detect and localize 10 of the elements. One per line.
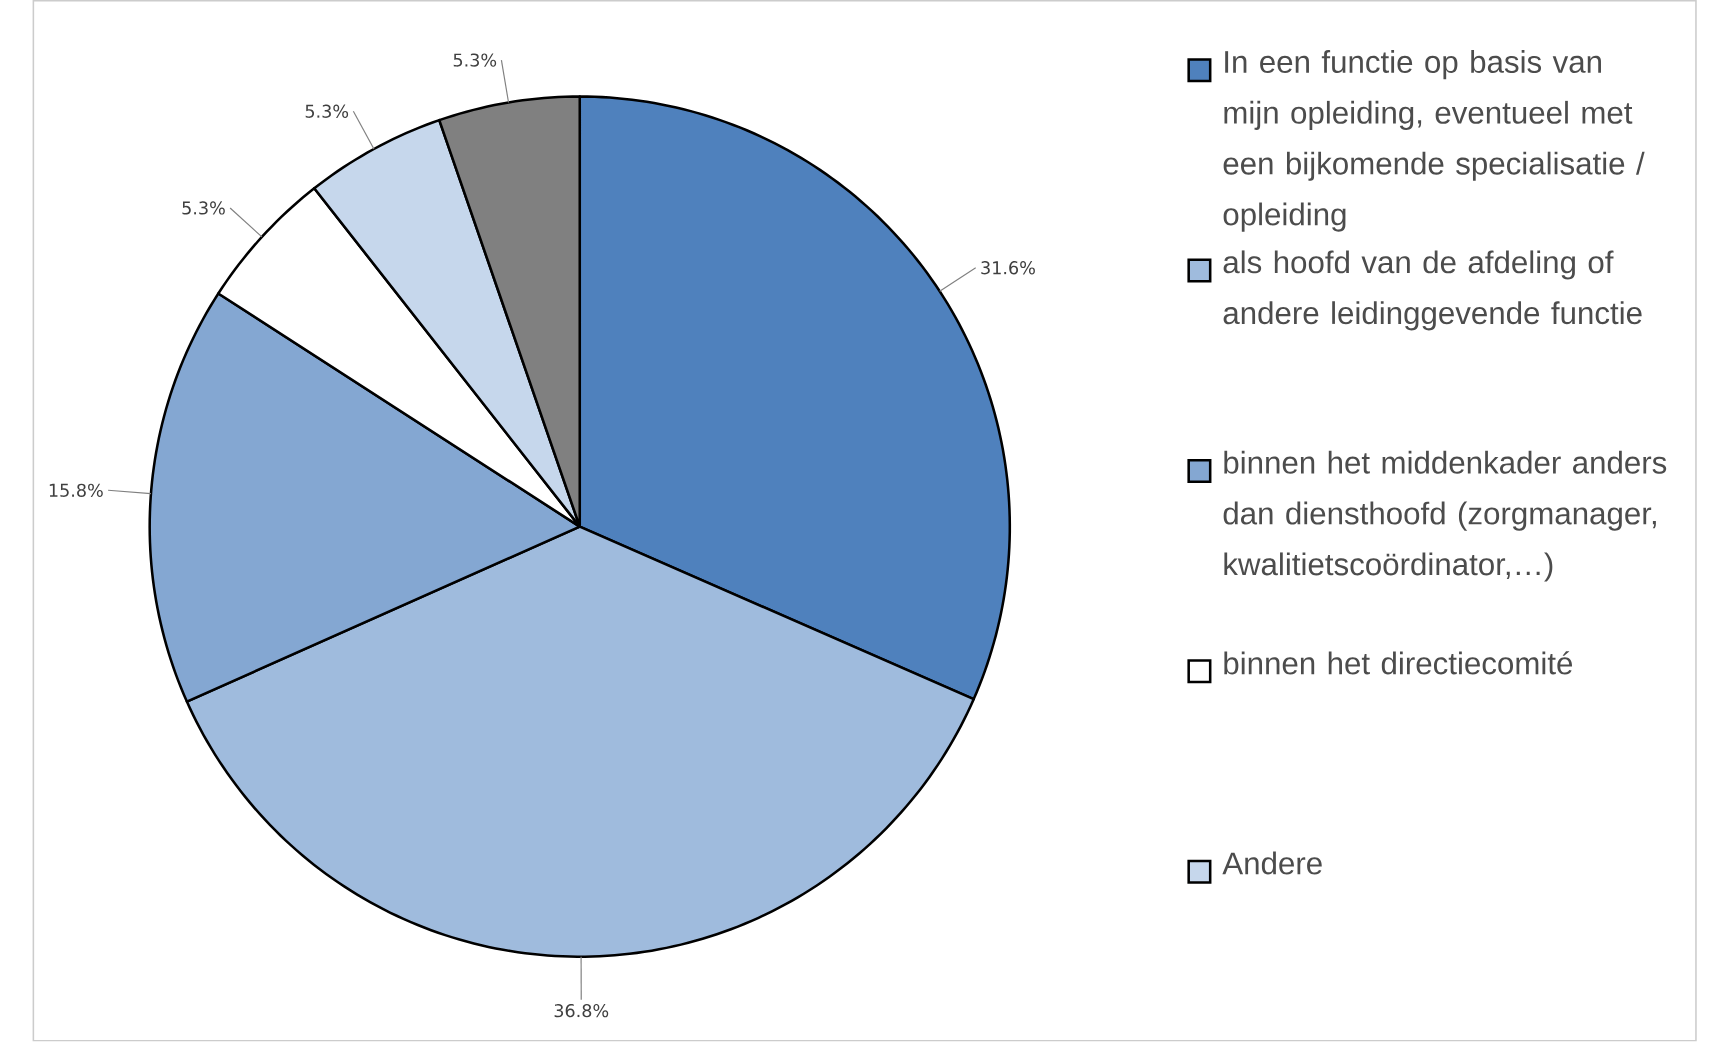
- data-label: 5.3%: [453, 53, 497, 67]
- legend-label: als hoofd van de afdeling of andere leidinggevende functie: [1223, 250, 1642, 331]
- data-label: 15.8%: [49, 483, 103, 498]
- data-label: 5.3%: [305, 104, 349, 119]
- data-label: 31.6%: [981, 261, 1035, 275]
- legend-label: binnen het directiecomité: [1224, 651, 1573, 675]
- data-label: 5.3%: [182, 201, 225, 215]
- legend-label: binnen het middenkader anders dan diensthoofd (zorgmanager, kwalitietscoördinator,…): [1223, 451, 1667, 582]
- legend-label: Andere: [1222, 851, 1322, 875]
- data-label: 36.8%: [554, 1004, 609, 1018]
